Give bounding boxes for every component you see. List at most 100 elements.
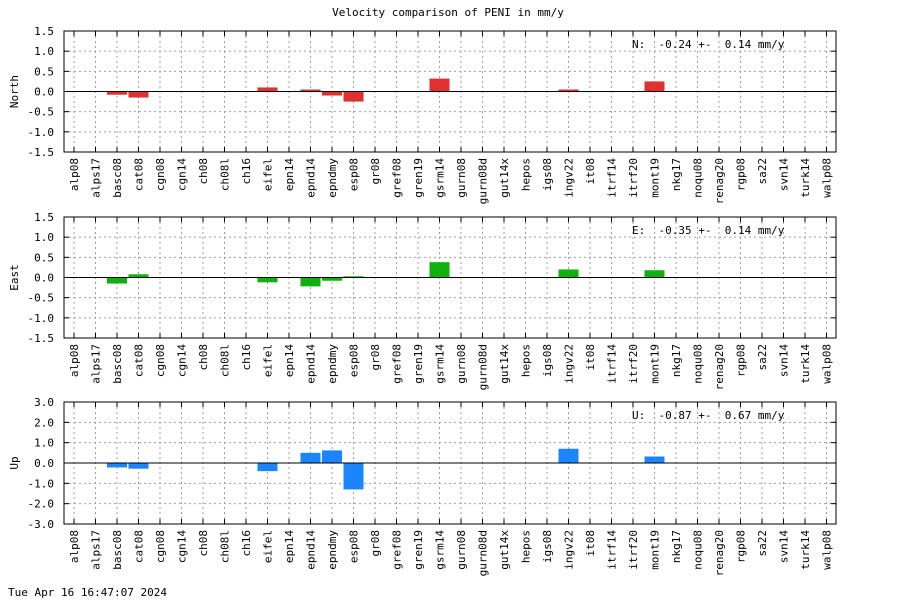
bar-epndmy (322, 277, 342, 281)
x-tick-label: epndmy (326, 530, 339, 570)
y-tick-label: 1.0 (34, 437, 54, 450)
x-tick-label: nkg17 (670, 158, 683, 191)
y-tick-label: 0.0 (34, 457, 54, 470)
y-axis-label: Up (8, 456, 21, 469)
summary-annotation: U: -0.87 +- 0.67 mm/y (632, 409, 785, 422)
x-tick-label: sa22 (756, 158, 769, 185)
y-tick-label: 1.5 (34, 211, 54, 224)
x-tick-label: epn14 (283, 530, 296, 563)
bar-esp08 (343, 276, 364, 278)
x-tick-label: eifel (262, 158, 275, 191)
x-tick-label: epndmy (326, 344, 339, 384)
panel-north: 1.5 1.0 0.5 0.0 -0.5 -1.0 -1.5 North N: -0.24 +-… (8, 25, 837, 204)
x-tick-label: ch08l (219, 344, 232, 377)
bar-cat08 (128, 274, 149, 278)
x-tick-label: basc08 (111, 158, 124, 198)
x-tick-label: ch16 (240, 344, 253, 371)
y-tick-label: -0.5 (28, 106, 55, 119)
x-tick-label: alps17 (90, 344, 103, 384)
x-tick-label: gr08 (369, 530, 382, 557)
x-tick-label: sa22 (756, 344, 769, 371)
x-tick-label: igs08 (541, 158, 554, 191)
x-tick-label: turk14 (799, 158, 812, 198)
bar-cat08 (128, 463, 149, 469)
x-tick-label: hepos (520, 344, 533, 377)
x-tick-label: it08 (584, 530, 597, 557)
y-tick-label: 0.5 (34, 251, 54, 264)
timestamp: Tue Apr 16 16:47:07 2024 (8, 586, 167, 599)
x-tick-label: nkg17 (670, 530, 683, 563)
x-tick-label: gurn08d (477, 530, 490, 576)
x-tick-label: ingv22 (563, 158, 576, 198)
x-tick-label: turk14 (799, 530, 812, 570)
bar-cat08 (128, 91, 149, 98)
x-tick-label: epn14 (283, 158, 296, 191)
x-tick-label: cgn14 (176, 158, 189, 191)
x-tick-label: alp08 (68, 158, 81, 191)
x-tick-label: gurn08 (455, 530, 468, 570)
x-tick-label: svn14 (778, 344, 791, 377)
x-tick-label: nkg17 (670, 344, 683, 377)
x-tick-label: gsrm14 (434, 344, 447, 384)
x-tick-label: mont19 (649, 344, 662, 384)
x-tick-label: cgn14 (176, 344, 189, 377)
plot-frame (63, 216, 837, 339)
x-tick-label: gurn08 (455, 344, 468, 384)
x-tick-label: alp08 (68, 530, 81, 563)
x-tick-label: gurn08d (477, 344, 490, 390)
x-tick-label: renag20 (713, 530, 726, 576)
y-tick-label: 1.0 (34, 231, 54, 244)
x-tick-label: sa22 (756, 530, 769, 557)
x-tick-label: it08 (584, 158, 597, 185)
y-tick-label: 1.5 (34, 25, 54, 38)
x-tick-label: ch08l (219, 530, 232, 563)
x-tick-label: rgp08 (735, 344, 748, 377)
x-tick-label: hepos (520, 530, 533, 563)
bar-mont19 (644, 270, 665, 278)
x-tick-label: basc08 (111, 344, 124, 384)
summary-annotation: N: -0.24 +- 0.14 mm/y (632, 38, 785, 51)
x-tick-label: gurn08 (455, 158, 468, 198)
x-tick-label: noqu08 (692, 530, 705, 570)
bar-epnd14 (300, 452, 321, 463)
bar-esp08 (343, 463, 364, 490)
bar-epnd14 (300, 89, 321, 92)
x-tick-label: gut14x (498, 530, 511, 570)
x-tick-label: gr08 (369, 344, 382, 371)
x-tick-label: ch08 (197, 530, 210, 557)
x-tick-label: alps17 (90, 530, 103, 570)
x-tick-label: rgp08 (735, 158, 748, 191)
bar-epndmy (322, 450, 342, 463)
x-tick-label: noqu08 (692, 158, 705, 198)
x-tick-label: epnd14 (305, 530, 318, 570)
x-tick-label: turk14 (799, 344, 812, 384)
bar-basc08 (107, 277, 127, 284)
x-tick-label: gut14x (498, 344, 511, 384)
x-tick-label: gren19 (412, 158, 425, 198)
x-tick-label: cat08 (133, 158, 146, 191)
y-tick-label: -3.0 (28, 518, 55, 531)
x-tick-label: cat08 (133, 344, 146, 377)
x-tick-label: ch08 (197, 344, 210, 371)
bar-eifel (257, 277, 278, 283)
x-tick-label: noqu08 (692, 344, 705, 384)
x-tick-label: renag20 (713, 344, 726, 390)
y-tick-label: 3.0 (34, 396, 54, 409)
x-tick-label: gut14x (498, 158, 511, 198)
x-tick-label: gsrm14 (434, 530, 447, 570)
x-tick-label: ingv22 (563, 344, 576, 384)
x-tick-label: ch16 (240, 530, 253, 557)
bar-gsrm14 (429, 262, 450, 278)
panel-up: 3.0 2.0 1.0 0.0 -1.0 -2.0 -3.0 Up U: -0.87 +- 0.… (8, 396, 837, 576)
x-tick-label: eifel (262, 530, 275, 563)
x-tick-label: walp08 (821, 530, 834, 570)
x-tick-label: gref08 (391, 158, 404, 198)
y-tick-label: -1.0 (28, 477, 55, 490)
x-tick-label: gr08 (369, 158, 382, 185)
y-tick-label: -0.5 (28, 292, 55, 305)
y-tick-label: -1.5 (28, 146, 55, 159)
x-tick-label: mont19 (649, 530, 662, 570)
bar-basc08 (107, 91, 127, 95)
y-tick-label: -2.0 (28, 498, 55, 511)
